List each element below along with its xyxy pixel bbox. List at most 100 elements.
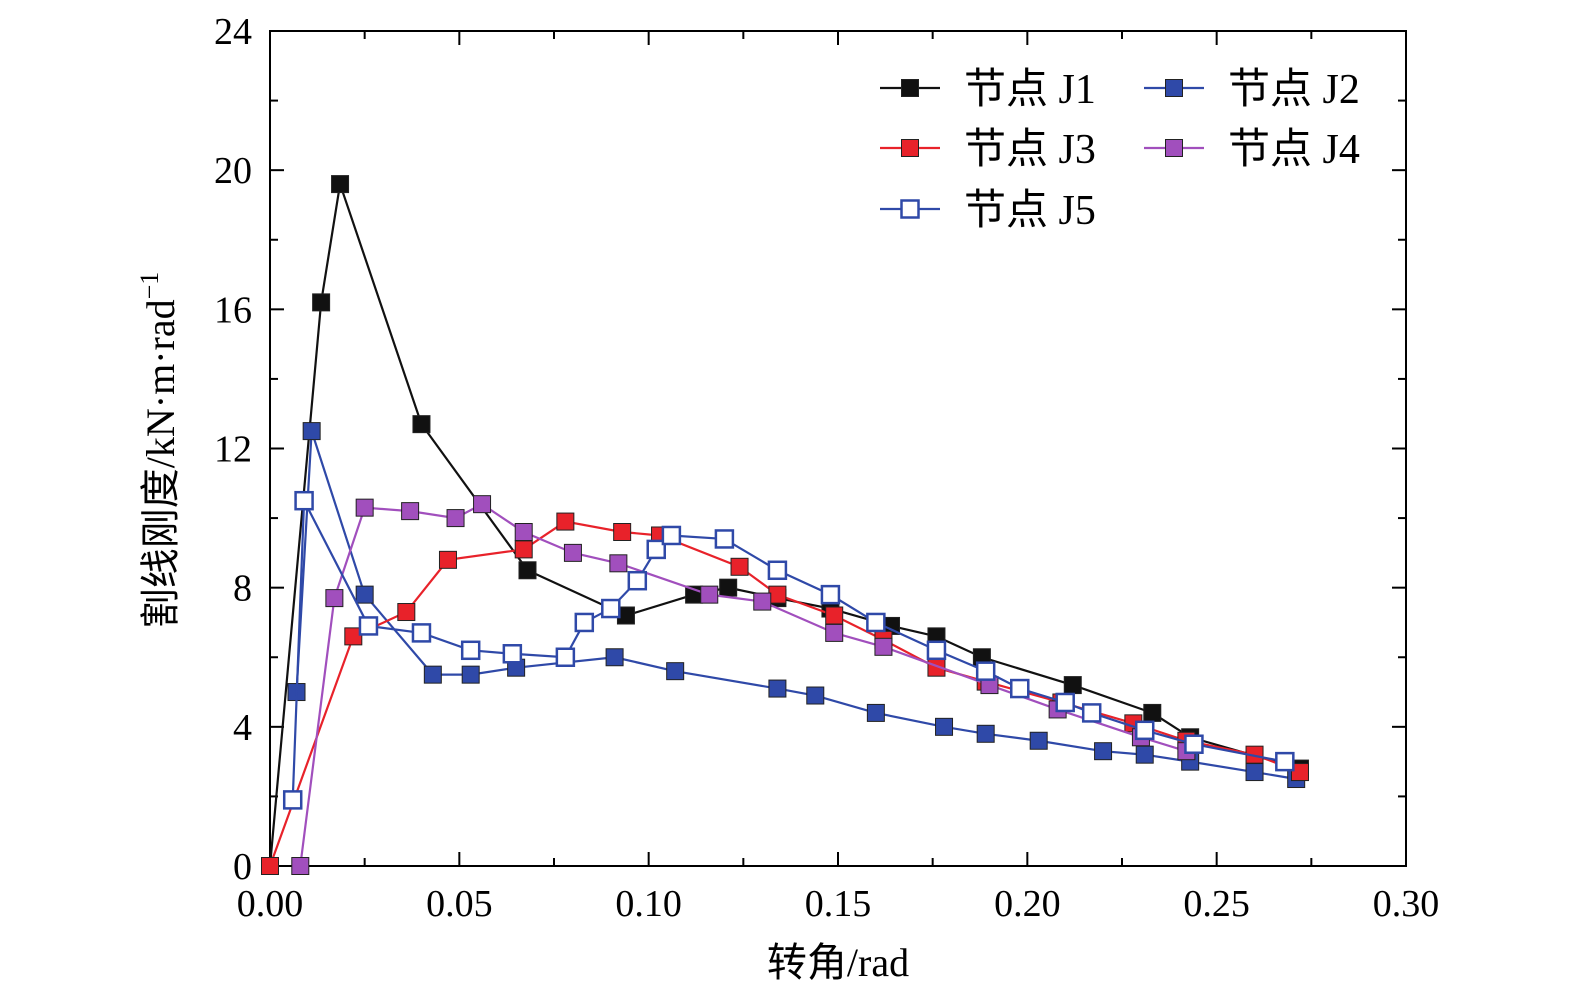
data-point xyxy=(730,557,749,576)
y-axis-title-superscript: −1 xyxy=(135,272,164,300)
legend: 节点 J1 节点 J2 节点 J3 节点 J4 节点 J5 xyxy=(880,67,1360,234)
x-tick-label: 0.20 xyxy=(994,883,1061,925)
x-tick-label: 0.10 xyxy=(615,883,682,925)
legend-entry: 节点 J4 xyxy=(1144,127,1360,173)
data-point xyxy=(1143,703,1162,722)
data-point xyxy=(502,644,523,664)
data-point xyxy=(1055,692,1075,713)
data-point xyxy=(344,627,363,646)
y-tick-label: 12 xyxy=(214,429,252,471)
data-point xyxy=(461,665,480,684)
legend-marker xyxy=(1165,79,1183,97)
data-point xyxy=(411,623,432,643)
x-tick-label: 0.15 xyxy=(805,883,872,925)
data-point xyxy=(355,585,374,604)
data-point xyxy=(605,648,624,667)
data-point xyxy=(1029,731,1048,750)
series-layer xyxy=(261,175,1309,875)
data-point xyxy=(806,686,825,705)
legend-label: 节点 J5 xyxy=(964,188,1096,234)
series-line xyxy=(268,183,1301,867)
data-point xyxy=(401,502,420,521)
data-point xyxy=(473,495,492,514)
y-axis-title: 割线刚度/kN·m·rad−1 xyxy=(135,272,183,629)
data-point xyxy=(866,612,886,633)
data-point xyxy=(1290,763,1309,782)
data-point xyxy=(714,529,735,549)
axis-tick-labels: 0.00 0.05 0.10 0.15 0.20 0.25 0.30 0 4 8 12 16 20 24 xyxy=(214,11,1439,925)
legend-marker xyxy=(901,79,919,97)
data-point xyxy=(825,606,844,625)
data-point xyxy=(935,717,954,736)
data-point xyxy=(1135,745,1154,764)
data-point xyxy=(556,512,575,531)
x-tick-label: 0.00 xyxy=(237,883,304,925)
data-point xyxy=(768,585,787,604)
y-tick-label: 16 xyxy=(214,289,252,331)
data-point xyxy=(1184,734,1204,754)
y-axis-title-main: 割线刚度/kN·m·rad xyxy=(138,299,183,628)
data-point xyxy=(613,523,632,541)
data-point xyxy=(866,703,885,722)
data-point xyxy=(1010,678,1030,699)
data-point xyxy=(1094,742,1113,761)
data-point xyxy=(446,509,465,528)
legend-entry: 节点 J2 xyxy=(1144,67,1360,113)
data-point xyxy=(563,543,582,562)
legend-marker xyxy=(901,139,919,157)
data-point xyxy=(601,598,621,619)
data-point xyxy=(753,592,772,611)
data-point xyxy=(438,550,457,569)
legend-marker xyxy=(900,199,920,219)
data-point xyxy=(325,589,344,608)
data-point xyxy=(976,724,995,743)
data-point xyxy=(661,525,682,546)
data-point xyxy=(518,561,537,580)
data-point xyxy=(609,554,628,573)
y-tick-label: 4 xyxy=(233,707,252,749)
data-point xyxy=(555,647,576,667)
data-point xyxy=(331,175,350,194)
data-point xyxy=(261,857,279,875)
data-point xyxy=(397,603,416,622)
legend-label: 节点 J4 xyxy=(1228,127,1360,173)
data-point xyxy=(719,578,738,597)
data-point xyxy=(874,637,893,656)
data-point xyxy=(1275,751,1295,772)
data-point xyxy=(514,523,533,541)
legend-label: 节点 J3 xyxy=(964,127,1096,173)
legend-entry: 节点 J3 xyxy=(880,127,1096,173)
x-axis-title: 转角/rad xyxy=(767,940,909,985)
data-point xyxy=(1245,763,1264,782)
data-point xyxy=(423,665,442,684)
data-point xyxy=(294,490,314,511)
data-point xyxy=(1081,703,1102,723)
data-point xyxy=(825,623,844,642)
data-point xyxy=(627,570,648,591)
data-point xyxy=(412,415,431,434)
data-point xyxy=(926,640,947,661)
data-point xyxy=(820,584,841,605)
series-1 xyxy=(261,175,1309,875)
data-point xyxy=(282,790,303,810)
legend-label: 节点 J1 xyxy=(964,67,1096,113)
data-point xyxy=(767,560,788,581)
data-point xyxy=(312,293,331,312)
data-point xyxy=(355,498,374,517)
data-point xyxy=(1134,720,1155,741)
data-point xyxy=(646,539,666,560)
data-point xyxy=(291,857,310,875)
data-point xyxy=(514,540,533,559)
data-point xyxy=(768,679,787,698)
data-point xyxy=(460,640,481,661)
legend-marker xyxy=(1165,139,1183,157)
legend-label: 节点 J2 xyxy=(1228,67,1360,113)
axis-ticks xyxy=(269,30,1407,867)
series-5 xyxy=(282,490,1295,810)
data-point xyxy=(975,661,996,681)
legend-entry: 节点 J5 xyxy=(880,188,1096,234)
data-point xyxy=(700,585,719,604)
legend-entry: 节点 J1 xyxy=(880,67,1096,113)
y-tick-label: 20 xyxy=(214,150,252,192)
